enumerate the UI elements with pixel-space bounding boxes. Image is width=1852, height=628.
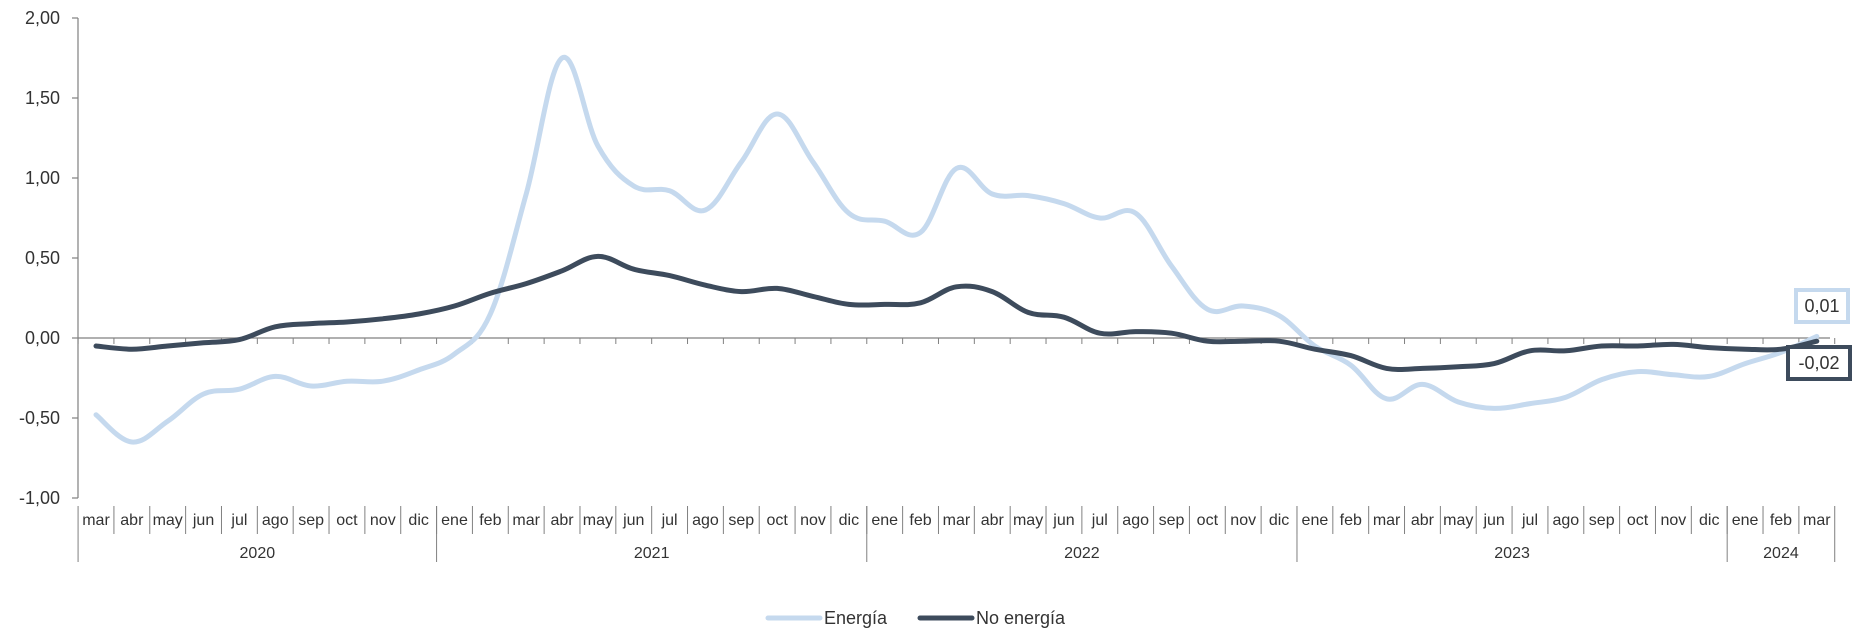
y-tick-label: -0,50 [19,408,60,428]
x-tick-label: jun [1482,512,1504,529]
x-tick-label: dic [1699,512,1719,529]
x-tick-label: jun [622,512,644,529]
x-tick-label: oct [766,512,788,529]
x-tick-label: mar [1373,512,1401,529]
x-tick-label: oct [1627,512,1649,529]
end-label-text: -0,02 [1798,353,1839,373]
x-tick-label: mar [943,512,971,529]
x-tick-label: sep [728,512,754,529]
year-label: 2022 [1064,545,1100,562]
x-tick-label: oct [336,512,358,529]
x-tick-label: sep [1159,512,1185,529]
x-tick-label: may [153,512,183,529]
x-tick-label: ago [262,512,289,529]
y-tick-label: -1,00 [19,488,60,508]
x-tick-label: may [583,512,613,529]
x-tick-label: mar [1803,512,1831,529]
y-tick-label: 1,50 [25,88,60,108]
year-label: 2021 [634,545,670,562]
x-tick-label: jun [1052,512,1074,529]
x-tick-label: jun [192,512,214,529]
x-tick-label: mar [512,512,540,529]
x-tick-label: dic [1269,512,1289,529]
x-tick-label: may [1013,512,1043,529]
x-tick-label: nov [1230,512,1256,529]
y-axis: 2,00 1,50 1,00 0,50 0,00 -0,50 -1,00 [19,8,79,508]
x-tick-label: oct [1197,512,1219,529]
x-tick-label: ago [692,512,719,529]
x-tick-label: ene [441,512,468,529]
x-tick-label: nov [800,512,826,529]
x-tick-label: ene [1732,512,1759,529]
x-tick-label: ago [1552,512,1579,529]
x-tick-label: jul [1091,512,1108,529]
series-layer [93,55,1820,445]
x-tick-label: dic [408,512,428,529]
y-tick-label: 1,00 [25,168,60,188]
x-tick-label: dic [839,512,859,529]
x-tick-label: abr [120,512,144,529]
year-label: 2024 [1763,545,1799,562]
x-tick-label: feb [1340,512,1362,529]
x-axis: mar abr may jun jul ago sep oct nov dic ene feb mar a… [77,337,1836,562]
end-label-box [1786,345,1852,381]
x-tick-label: ene [1302,512,1329,529]
legend-item-no-energia: No energía [917,608,1066,628]
x-tick-label: feb [1770,512,1792,529]
y-tick-label: 0,00 [25,328,60,348]
year-label: 2023 [1494,545,1530,562]
end-label-text: 0,01 [1804,296,1839,316]
x-tick-label: nov [1661,512,1687,529]
x-tick-label: jul [661,512,678,529]
y-tick-label: 0,50 [25,248,60,268]
x-tick-label: abr [1411,512,1435,529]
legend: Energía No energía [765,608,1066,628]
end-labels: 0,01 -0,02 [1786,288,1852,381]
end-label-box [1794,288,1850,324]
x-tick-label: sep [1589,512,1615,529]
x-tick-label: sep [298,512,324,529]
x-tick-label: may [1443,512,1473,529]
x-tick-label: ene [871,512,898,529]
x-tick-label: ago [1122,512,1149,529]
legend-item-energia: Energía [765,608,888,628]
x-tick-label: feb [479,512,501,529]
end-label-no-energia: -0,02 [1786,345,1852,381]
x-tick-label: mar [82,512,110,529]
year-label: 2020 [240,545,276,562]
x-tick-label: jul [1521,512,1538,529]
legend-label: No energía [976,608,1066,628]
x-tick-label: jul [230,512,247,529]
x-tick-label: feb [909,512,931,529]
x-tick-label: nov [370,512,396,529]
legend-label: Energía [824,608,888,628]
end-label-energia: 0,01 [1794,288,1850,324]
series-line-no-energia [93,253,1820,372]
x-tick-label: abr [981,512,1005,529]
x-tick-label: abr [550,512,574,529]
y-tick-label: 2,00 [25,8,60,28]
series-line-energia [93,55,1820,445]
